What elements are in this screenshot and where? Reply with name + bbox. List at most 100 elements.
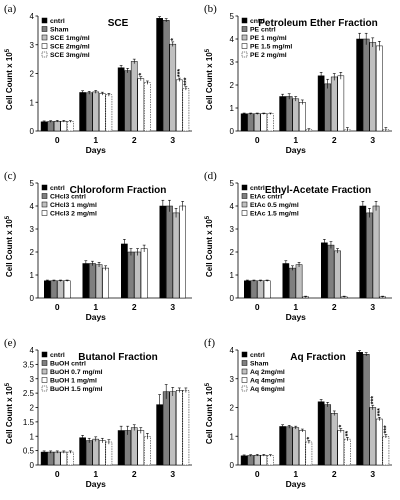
- bar: [369, 42, 377, 132]
- y-tick-label: 2: [230, 248, 235, 257]
- legend-entry: cntrl: [50, 18, 65, 25]
- legend-entry: CHcl3 1 mg/ml: [50, 202, 97, 209]
- bar: [359, 205, 367, 299]
- legend-entry: PE 2 mg/ml: [250, 52, 287, 59]
- bar: [85, 92, 93, 132]
- bar: [53, 120, 61, 132]
- y-axis-label-main: Cell Count x 10: [5, 219, 14, 277]
- legend-swatch: [41, 210, 48, 216]
- y-tick-label: 2.5: [23, 389, 35, 398]
- legend-entry: BuOH 0.7 mg/ml: [50, 369, 103, 376]
- x-axis-label: Days: [86, 145, 107, 155]
- x-tick-label: 2: [332, 469, 337, 479]
- legend-swatch: [241, 201, 248, 208]
- bar: [140, 248, 148, 299]
- x-tick-label: 2: [132, 135, 137, 145]
- x-tick-label: 2: [132, 469, 137, 479]
- bar: [295, 264, 303, 299]
- bar: [279, 426, 286, 466]
- legend-entry: BuOH 1.5 mg/ml: [50, 386, 103, 393]
- y-axis-label: Cell Count x 105: [5, 215, 14, 277]
- bar: [324, 83, 332, 132]
- y-tick-label: 4: [230, 202, 235, 211]
- y-tick-label: 0: [230, 127, 235, 136]
- legend-entry: Aq 6mg/ml: [250, 386, 285, 393]
- bar: [162, 20, 170, 132]
- legend-entry: cntrl: [50, 185, 65, 192]
- x-tick-label: 0: [255, 302, 260, 312]
- y-tick-label: 5: [30, 179, 35, 188]
- bar: [53, 451, 61, 466]
- bar: [267, 455, 274, 466]
- y-tick-label: 2: [30, 70, 35, 79]
- bar: [240, 455, 248, 466]
- legend-swatch: [41, 201, 48, 208]
- bar: [89, 263, 96, 299]
- x-axis-label: Days: [86, 479, 107, 489]
- y-axis-label: Cell Count x 105: [5, 48, 14, 110]
- bar: [366, 212, 373, 299]
- legend-swatch: [241, 34, 248, 41]
- panel-label: (d): [204, 170, 217, 182]
- y-axis-label-superscript: 5: [5, 382, 11, 386]
- y-tick-label: 3: [30, 375, 35, 384]
- legend-entry: SCE 1mg/ml: [50, 35, 90, 42]
- x-axis-label: Days: [286, 312, 307, 322]
- bar: [98, 440, 106, 466]
- bar: [137, 430, 145, 466]
- x-tick-label: 1: [93, 302, 98, 312]
- legend-swatch: [241, 193, 248, 199]
- bar: [362, 38, 370, 132]
- bar: [169, 43, 177, 132]
- bar: [292, 427, 300, 466]
- bar: [260, 454, 268, 466]
- x-tick-label: 2: [332, 302, 337, 312]
- bar: [179, 205, 187, 299]
- legend-swatch: [241, 184, 248, 191]
- panel-label: (e): [4, 337, 17, 349]
- y-axis-label: Cell Count x 105: [205, 215, 214, 277]
- x-tick-label: 2: [132, 302, 137, 312]
- bar: [102, 267, 110, 299]
- bar: [144, 436, 151, 466]
- bar: [105, 441, 113, 466]
- bar: [92, 91, 100, 132]
- legend-swatch: [241, 26, 248, 32]
- legend-swatch: [41, 43, 48, 49]
- legend-swatch: [41, 360, 48, 366]
- bar: [305, 441, 313, 466]
- legend-entry: PE cntrl: [250, 27, 276, 34]
- bar: [182, 88, 190, 132]
- legend-swatch: [41, 193, 48, 199]
- significance-marker: ***: [383, 425, 390, 433]
- bar: [317, 75, 325, 132]
- bar: [244, 280, 251, 299]
- bar: [292, 98, 300, 132]
- y-tick-label: 3: [230, 225, 235, 234]
- legend-swatch: [41, 368, 48, 375]
- y-tick-label: 1: [230, 271, 235, 280]
- bar: [169, 391, 177, 466]
- x-axis-label: Days: [286, 145, 307, 155]
- legend-entry: Aq 2mg/ml: [250, 369, 285, 376]
- bar: [40, 451, 48, 466]
- y-axis-label-main: Cell Count x 10: [205, 219, 214, 277]
- bar: [247, 455, 255, 466]
- legend-swatch: [241, 377, 248, 383]
- x-axis-label: Days: [86, 312, 107, 322]
- significance-marker: **: [345, 431, 352, 437]
- y-tick-label: 0: [230, 461, 235, 470]
- x-tick-label: 1: [93, 135, 98, 145]
- bar: [162, 391, 170, 466]
- significance-marker: *: [338, 424, 345, 427]
- bar: [47, 451, 55, 466]
- bar: [372, 205, 380, 299]
- bar: [375, 45, 383, 132]
- bar: [257, 280, 264, 299]
- panel-label: (a): [4, 3, 17, 15]
- bar: [247, 113, 255, 132]
- bar: [253, 454, 261, 466]
- bar: [334, 250, 341, 299]
- panel-e: (e) Butanol Fraction 0 0.5 1 1.5 2 2.5 3 3.5 4 Cell…: [4, 337, 192, 489]
- bar: [130, 61, 138, 132]
